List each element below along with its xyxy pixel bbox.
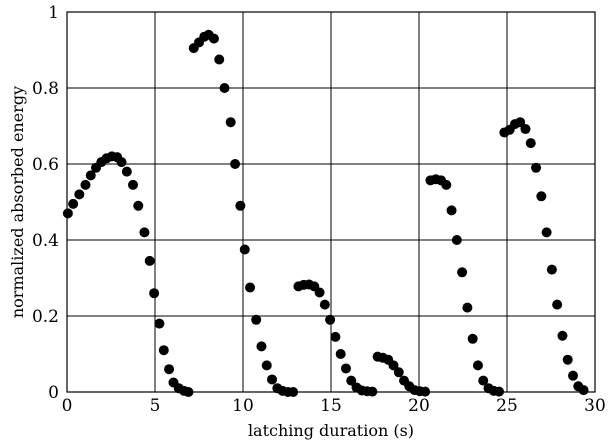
data-point — [552, 299, 563, 310]
data-point — [251, 314, 262, 325]
data-point — [446, 205, 457, 216]
data-point — [139, 227, 150, 238]
data-point — [319, 299, 330, 310]
data-point — [158, 345, 169, 356]
data-point — [330, 331, 341, 342]
data-point — [314, 287, 325, 298]
data-point — [164, 364, 175, 375]
data-point — [340, 363, 351, 374]
data-point — [256, 341, 267, 352]
data-point — [80, 179, 91, 190]
data-point — [219, 83, 230, 93]
y-tick-label: 1 — [48, 3, 59, 23]
x-tick-label: 30 — [584, 396, 606, 416]
x-tick-label: 20 — [408, 396, 430, 416]
data-point — [62, 208, 73, 219]
x-tick-labels: 0 5 10 15 20 25 30 — [62, 396, 606, 416]
data-point — [441, 179, 452, 190]
data-point — [457, 267, 468, 278]
data-point — [388, 360, 399, 371]
data-point — [467, 333, 478, 344]
data-point — [208, 33, 219, 44]
data-point — [128, 179, 138, 190]
y-tick-label: 0.4 — [32, 231, 59, 251]
y-tick-label: 0.6 — [32, 155, 59, 175]
data-point — [239, 244, 250, 255]
x-tick-label: 0 — [62, 396, 73, 416]
x-axis-label: latching duration (s) — [248, 421, 414, 440]
data-point — [235, 200, 246, 211]
data-point — [230, 159, 241, 169]
data-point — [133, 200, 144, 211]
data-point — [451, 235, 462, 245]
x-tick-label: 10 — [232, 396, 254, 416]
data-point — [557, 330, 568, 341]
data-point — [562, 354, 573, 365]
data-point — [478, 375, 489, 386]
x-tick-label: 15 — [320, 396, 342, 416]
data-point — [536, 191, 547, 202]
y-tick-label: 0 — [48, 383, 59, 403]
data-point — [335, 349, 346, 359]
y-tick-label: 0.2 — [32, 307, 59, 327]
axis-ticks — [66, 11, 596, 393]
data-point — [346, 375, 357, 386]
data-point — [515, 117, 526, 128]
data-point — [267, 374, 278, 385]
x-tick-label: 25 — [496, 396, 518, 416]
y-axis-label: normalized absorbed energy — [8, 86, 27, 318]
data-point — [546, 264, 557, 275]
data-point — [462, 302, 473, 313]
data-point — [472, 360, 483, 371]
data-point — [541, 227, 552, 238]
data-point — [116, 157, 127, 168]
data-point — [261, 360, 272, 371]
data-point — [568, 370, 578, 381]
y-tick-labels: 0 0.2 0.4 0.6 0.8 1 — [32, 3, 59, 403]
data-point — [520, 124, 531, 135]
data-point — [525, 138, 536, 149]
data-point — [393, 367, 404, 378]
y-tick-label: 0.8 — [32, 79, 59, 99]
x-tick-label: 5 — [150, 396, 161, 416]
data-point — [578, 385, 589, 396]
data-point — [68, 198, 79, 209]
data-point — [325, 314, 336, 325]
data-point — [154, 318, 165, 329]
data-point — [531, 162, 542, 173]
data-point — [225, 117, 236, 128]
data-point — [245, 282, 256, 293]
data-point — [144, 255, 155, 266]
data-point — [74, 189, 85, 200]
data-points — [62, 29, 589, 397]
data-point — [149, 288, 160, 299]
data-point — [85, 170, 96, 181]
data-point — [121, 166, 132, 177]
data-point — [214, 54, 225, 65]
